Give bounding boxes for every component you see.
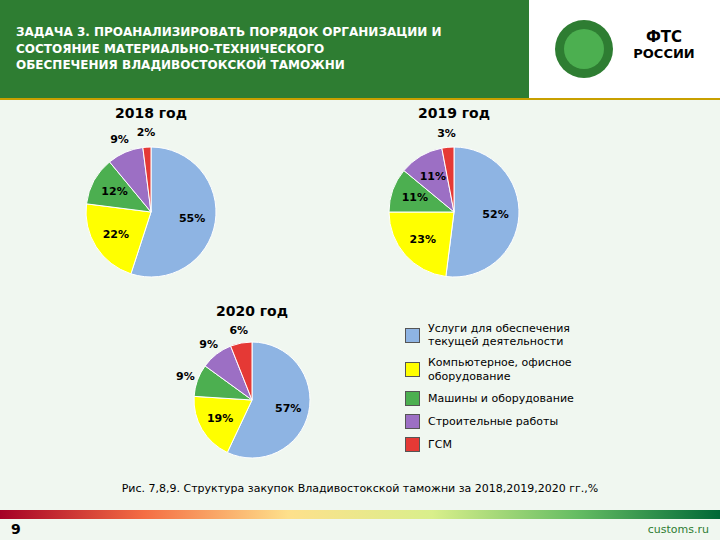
svg-text:9%: 9% — [176, 370, 195, 383]
html-text:ОБЕСПЕЧЕНИЯ ВЛАДИВОСТОКСКОЙ ТА: ОБЕСПЕЧЕНИЯ ВЛАДИВОСТОКСКОЙ ТАМОЖНИ — [16, 58, 345, 73]
svg-text:23%: 23% — [410, 233, 436, 246]
html-text:Машины и оборудование: Машины и оборудование — [428, 391, 574, 405]
html-text:9: 9 — [11, 521, 21, 537]
html-text:Строительные работы: Строительные работы — [428, 414, 559, 428]
svg-text:6%: 6% — [229, 324, 248, 337]
html-text:Рис. 7,8,9. Структура закупок: Рис. 7,8,9. Структура закупок Владивосто… — [121, 482, 599, 495]
svg-text:9%: 9% — [110, 133, 129, 146]
svg-text:2%: 2% — [137, 126, 156, 139]
svg-text:9%: 9% — [199, 338, 218, 351]
svg-text:22%: 22% — [103, 228, 129, 241]
html-text:ЗАДАЧА 3. ПРОАНАЛИЗИРОВАТЬ ПОР: ЗАДАЧА 3. ПРОАНАЛИЗИРОВАТЬ ПОРЯДОК ОРГАН… — [16, 24, 442, 39]
html-text:2018 год: 2018 год — [115, 105, 187, 121]
svg-text:11%: 11% — [402, 191, 428, 204]
html-text:ГСМ: ГСМ — [428, 437, 452, 451]
svg-text:52%: 52% — [482, 208, 508, 221]
html-text:Услуги для обеспечения: Услуги для обеспечения — [428, 322, 570, 335]
html-text:РОССИИ: РОССИИ — [633, 46, 695, 61]
html-text:customs.ru: customs.ru — [647, 523, 709, 536]
svg-text:55%: 55% — [179, 212, 205, 225]
svg-text:11%: 11% — [420, 170, 446, 183]
html-text:СОСТОЯНИЕ МАТЕРИАЛЬНО-ТЕХНИЧЕС: СОСТОЯНИЕ МАТЕРИАЛЬНО-ТЕХНИЧЕСКОГО — [16, 41, 325, 56]
svg-text:57%: 57% — [275, 402, 301, 415]
svg-text:3%: 3% — [437, 127, 456, 140]
html-text:2020 год: 2020 год — [216, 303, 288, 319]
html-text:текущей деятельности: текущей деятельности — [428, 335, 564, 349]
html-text:Компьютерное, офисное: Компьютерное, офисное — [428, 356, 572, 370]
svg-text:19%: 19% — [207, 412, 233, 425]
svg-text:12%: 12% — [101, 185, 127, 198]
html-text:оборудование: оборудование — [428, 369, 511, 383]
html-text:ФТС: ФТС — [645, 28, 683, 46]
html-text:2019 год: 2019 год — [418, 105, 490, 121]
